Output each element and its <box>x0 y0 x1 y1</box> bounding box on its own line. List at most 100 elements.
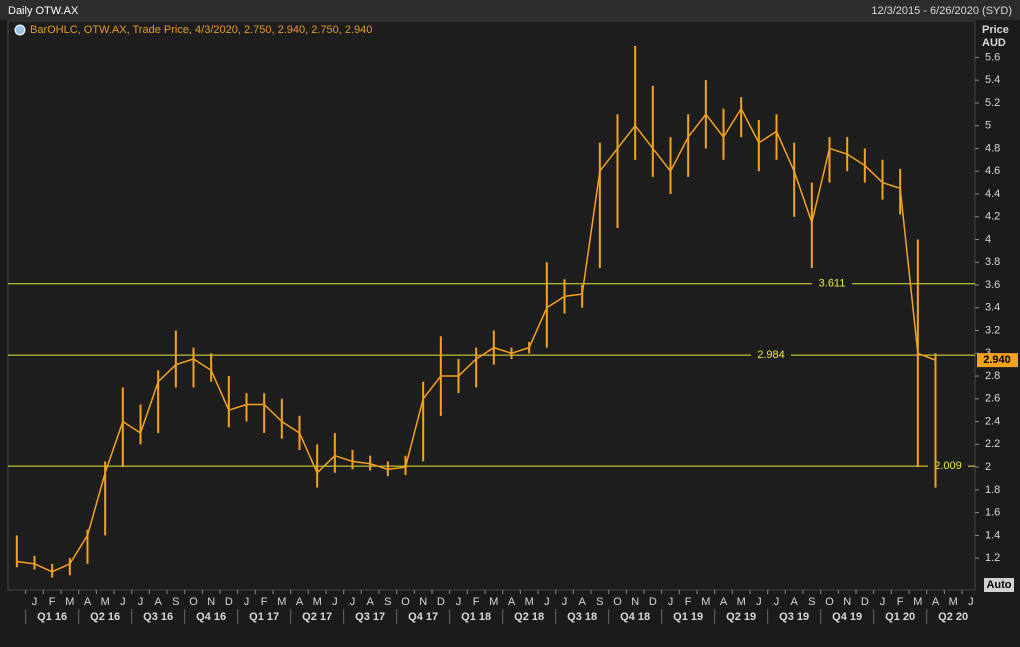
y-tick-label: 4.6 <box>985 165 1000 177</box>
support-label-bg <box>751 348 791 363</box>
quarter-label: Q3 18 <box>567 611 597 623</box>
quarter-label: Q4 19 <box>832 611 862 623</box>
x-tick-label: O <box>825 596 834 608</box>
y-tick-label: 1.2 <box>985 552 1000 564</box>
x-tick-label: N <box>419 596 427 608</box>
y-tick-label: 2.2 <box>985 438 1000 450</box>
x-tick-label: M <box>489 596 498 608</box>
x-tick-label: J <box>968 596 974 608</box>
y-tick-label: 2.4 <box>985 415 1000 427</box>
y-tick-label: 5.6 <box>985 51 1000 63</box>
x-tick-label: J <box>332 596 338 608</box>
y-tick-label: 4 <box>985 233 991 245</box>
y-tick-label: 2.8 <box>985 370 1000 382</box>
y-tick-label: 1.6 <box>985 507 1000 519</box>
x-tick-label: A <box>720 596 728 608</box>
x-tick-label: J <box>32 596 38 608</box>
y-tick-label: 4.2 <box>985 211 1000 223</box>
x-tick-label: M <box>737 596 746 608</box>
x-tick-label: A <box>790 596 798 608</box>
x-tick-label: S <box>172 596 179 608</box>
y-tick-label: 5 <box>985 120 991 132</box>
y-tick-label: 3.6 <box>985 279 1000 291</box>
x-tick-label: M <box>701 596 710 608</box>
x-tick-label: J <box>880 596 886 608</box>
x-tick-label: F <box>685 596 692 608</box>
x-tick-label: N <box>631 596 639 608</box>
support-label-bg <box>812 276 852 291</box>
quarter-label: Q3 16 <box>143 611 173 623</box>
x-tick-label: S <box>808 596 815 608</box>
quarter-label: Q1 20 <box>885 611 915 623</box>
x-tick-label: J <box>138 596 144 608</box>
quarter-label: Q1 17 <box>249 611 279 623</box>
support-label: 2.984 <box>757 349 785 361</box>
x-tick-label: F <box>49 596 56 608</box>
quarter-label: Q4 18 <box>620 611 650 623</box>
quarter-label: Q1 19 <box>673 611 703 623</box>
x-tick-label: D <box>861 596 869 608</box>
x-tick-label: J <box>774 596 780 608</box>
x-tick-label: S <box>384 596 391 608</box>
x-tick-label: D <box>649 596 657 608</box>
x-tick-label: A <box>84 596 92 608</box>
y-tick-label: 4.8 <box>985 142 1000 154</box>
support-label: 3.611 <box>819 278 846 290</box>
quarter-label: Q1 16 <box>37 611 67 623</box>
x-tick-label: D <box>437 596 445 608</box>
support-label-bg <box>928 459 968 474</box>
header-bar <box>0 0 1020 20</box>
x-tick-label: D <box>225 596 233 608</box>
auto-label[interactable]: Auto <box>986 579 1011 591</box>
legend-icon[interactable] <box>14 24 26 36</box>
date-range: 12/3/2015 - 6/26/2020 (SYD) <box>871 5 1012 17</box>
chart-title: Daily OTW.AX <box>8 5 79 17</box>
y-tick-label: 2.6 <box>985 393 1000 405</box>
x-tick-label: J <box>244 596 250 608</box>
x-tick-label: O <box>613 596 622 608</box>
support-label: 2.009 <box>934 460 962 472</box>
y-tick-label: 3.8 <box>985 256 1000 268</box>
y-axis-unit: AUD <box>982 37 1006 49</box>
last-price-box <box>977 353 1018 368</box>
x-tick-label: S <box>596 596 603 608</box>
quarter-label: Q2 17 <box>302 611 332 623</box>
x-tick-label: A <box>508 596 516 608</box>
x-tick-label: N <box>843 596 851 608</box>
x-tick-label: A <box>154 596 162 608</box>
last-price-label: 2.940 <box>983 354 1011 366</box>
x-tick-label: M <box>65 596 74 608</box>
legend: BarOHLC, OTW.AX, Trade Price, 4/3/2020, … <box>30 24 372 36</box>
x-tick-label: A <box>578 596 586 608</box>
x-tick-label: A <box>366 596 374 608</box>
price-line <box>16 107 936 573</box>
x-tick-label: J <box>668 596 674 608</box>
y-tick-label: 4.4 <box>985 188 1000 200</box>
y-tick-label: 1.4 <box>985 529 1000 541</box>
x-tick-label: O <box>189 596 198 608</box>
y-axis-title: Price <box>982 24 1009 36</box>
quarter-label: Q3 19 <box>779 611 809 623</box>
y-tick-label: 5.4 <box>985 74 1000 86</box>
quarter-label: Q2 18 <box>514 611 544 623</box>
x-tick-label: J <box>544 596 550 608</box>
x-tick-label: J <box>456 596 462 608</box>
x-tick-label: F <box>897 596 904 608</box>
x-tick-label: A <box>296 596 304 608</box>
x-tick-label: M <box>313 596 322 608</box>
quarter-label: Q1 18 <box>461 611 491 623</box>
x-tick-label: M <box>277 596 286 608</box>
x-tick-label: J <box>120 596 126 608</box>
plot-area <box>7 20 976 591</box>
x-tick-label: J <box>350 596 356 608</box>
x-tick-label: A <box>932 596 940 608</box>
x-tick-label: M <box>949 596 958 608</box>
quarter-label: Q3 17 <box>355 611 385 623</box>
x-tick-label: N <box>207 596 215 608</box>
y-tick-label: 1.8 <box>985 484 1000 496</box>
y-tick-label: 3.4 <box>985 302 1000 314</box>
auto-button[interactable] <box>984 578 1014 592</box>
x-tick-label: M <box>525 596 534 608</box>
x-tick-label: F <box>473 596 480 608</box>
quarter-label: Q2 16 <box>90 611 120 623</box>
